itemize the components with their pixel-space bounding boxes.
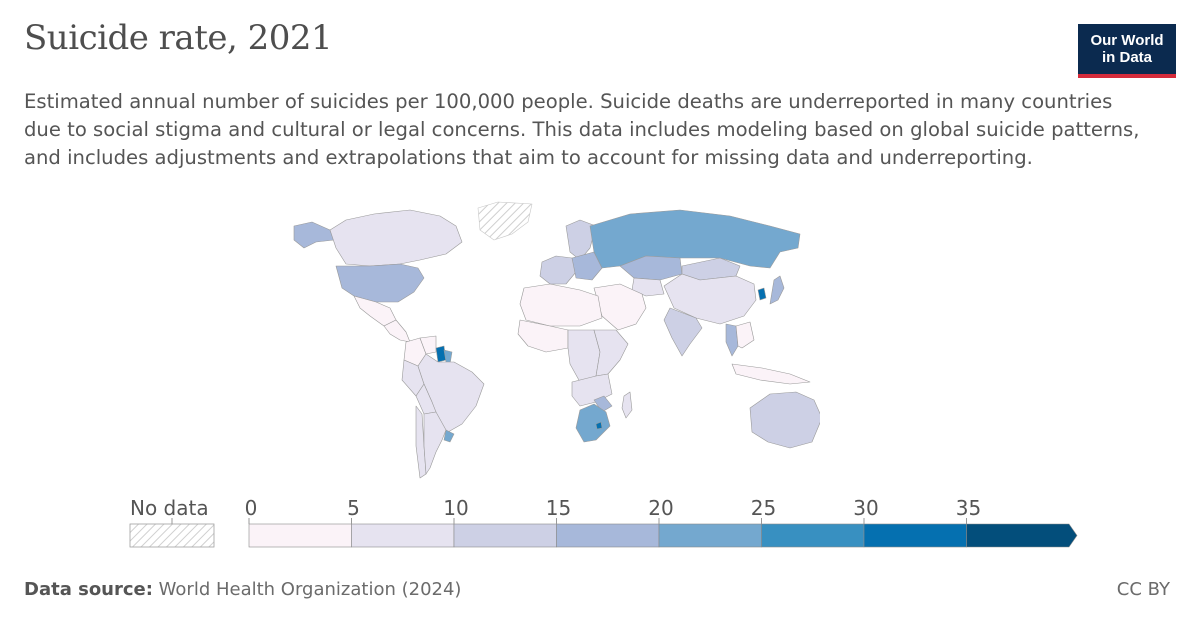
source-label: Data source: bbox=[24, 579, 153, 600]
region-eastern-europe[interactable] bbox=[571, 251, 603, 281]
legend-tick-label-20: 20 bbox=[648, 496, 674, 520]
legend-tick-label-10: 10 bbox=[443, 496, 469, 520]
legend-tick-label-25: 25 bbox=[750, 496, 777, 520]
region-japan[interactable] bbox=[769, 275, 785, 305]
region-thailand[interactable] bbox=[725, 323, 739, 357]
region-india[interactable] bbox=[663, 307, 703, 357]
owid-logo[interactable]: Our World in Data bbox=[1078, 24, 1176, 78]
legend-bin-25-30[interactable] bbox=[761, 523, 865, 548]
legend-tick-label-35: 35 bbox=[955, 496, 982, 520]
legend-bin-30-35[interactable] bbox=[863, 523, 967, 548]
region-indonesia[interactable] bbox=[731, 363, 811, 385]
region-canada[interactable] bbox=[329, 209, 463, 267]
region-middle-east[interactable] bbox=[593, 283, 647, 331]
footer-source: Data source: World Health Organization (… bbox=[24, 579, 461, 600]
region-scandinavia[interactable] bbox=[565, 219, 597, 261]
region-russia[interactable] bbox=[589, 209, 801, 269]
region-east-africa[interactable] bbox=[593, 329, 629, 377]
legend-no-data-swatch bbox=[129, 523, 215, 548]
region-australia[interactable] bbox=[749, 391, 820, 449]
world-map[interactable] bbox=[250, 196, 820, 486]
legend-bin-10-15[interactable] bbox=[453, 523, 557, 548]
legend-bin-15-20[interactable] bbox=[556, 523, 660, 548]
source-text: World Health Organization (2024) bbox=[152, 579, 462, 600]
legend-bin-5-10[interactable] bbox=[351, 523, 455, 548]
region-west-africa[interactable] bbox=[517, 319, 569, 353]
region-united-states[interactable] bbox=[335, 263, 425, 303]
chart-title: Suicide rate, 2021 bbox=[24, 18, 333, 58]
region-china[interactable] bbox=[663, 273, 757, 325]
region-western-europe[interactable] bbox=[539, 255, 577, 285]
region-greenland[interactable] bbox=[477, 201, 533, 241]
chart-subtitle: Estimated annual number of suicides per … bbox=[24, 90, 1140, 169]
region-argentina[interactable] bbox=[423, 411, 447, 475]
region-alaska[interactable] bbox=[293, 221, 335, 249]
region-south-africa[interactable] bbox=[575, 403, 611, 443]
region-bolivia[interactable] bbox=[415, 383, 437, 415]
logo-line-1: Our World bbox=[1090, 32, 1164, 49]
region-north-africa[interactable] bbox=[519, 283, 603, 327]
region-south-korea[interactable] bbox=[757, 287, 767, 301]
legend-bin-35-40[interactable] bbox=[966, 523, 1078, 548]
legend-tick-label-30: 30 bbox=[853, 496, 879, 520]
logo-line-2: in Data bbox=[1101, 49, 1152, 66]
region-central-asia[interactable] bbox=[631, 277, 665, 297]
license-link[interactable]: CC BY bbox=[1116, 579, 1170, 600]
legend-no-data-label: No data bbox=[130, 496, 209, 520]
region-madagascar[interactable] bbox=[621, 391, 633, 419]
region-uruguay[interactable] bbox=[443, 429, 455, 443]
legend-tick-label-0: 0 bbox=[244, 496, 258, 520]
legend-bin-0-5[interactable] bbox=[248, 523, 352, 548]
legend-tick-label-5: 5 bbox=[347, 496, 360, 520]
region-lesotho[interactable] bbox=[595, 421, 603, 430]
legend-bin-20-25[interactable] bbox=[658, 523, 762, 548]
region-southeast-asia[interactable] bbox=[735, 321, 755, 349]
legend-tick-label-15: 15 bbox=[545, 496, 572, 520]
region-venezuela[interactable] bbox=[419, 335, 437, 355]
